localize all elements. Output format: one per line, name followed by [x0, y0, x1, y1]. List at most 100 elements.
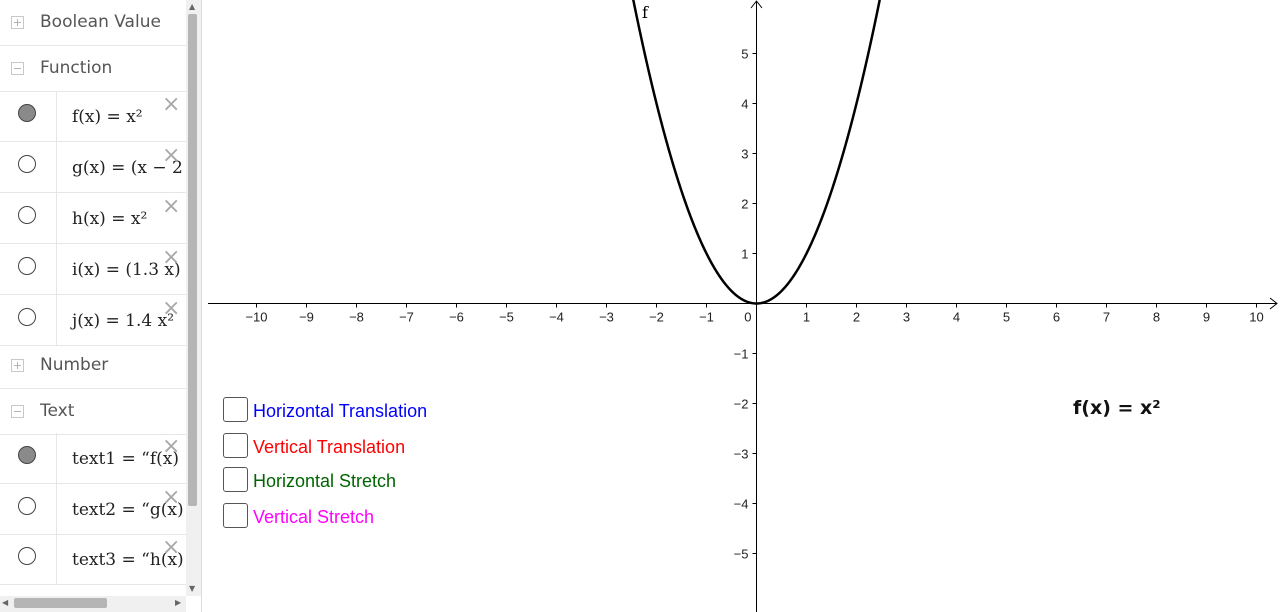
function-expression[interactable]: h(x) = x²	[72, 209, 148, 229]
y-tick-label: 2	[741, 197, 748, 212]
function-row-f[interactable]: f(x) = x² ×	[0, 91, 186, 142]
y-tick-label: 1	[741, 247, 748, 262]
function-expression[interactable]: f(x) = x²	[72, 107, 143, 127]
scroll-down-icon[interactable]: ▼	[189, 584, 196, 593]
collapse-icon[interactable]: −	[11, 62, 24, 75]
vertical-stretch-label[interactable]: Vertical Stretch	[253, 507, 375, 527]
y-tick-label: 5	[741, 47, 748, 62]
y-tick-label: −1	[734, 347, 749, 362]
x-tick-label: −1	[699, 310, 714, 325]
function-row-h[interactable]: h(x) = x² ×	[0, 193, 186, 244]
x-axis-arrow-icon	[1269, 297, 1278, 310]
vertical-scrollbar-thumb[interactable]	[188, 14, 197, 506]
group-label: Boolean Value	[40, 12, 161, 32]
visibility-cell	[0, 193, 57, 243]
visibility-cell	[0, 433, 57, 483]
x-tick-label: −7	[399, 310, 414, 325]
delete-icon[interactable]: ×	[162, 296, 181, 321]
collapse-icon[interactable]: −	[11, 405, 24, 418]
delete-icon[interactable]: ×	[162, 92, 181, 117]
visibility-toggle-icon[interactable]	[18, 206, 36, 224]
delete-icon[interactable]: ×	[162, 535, 181, 560]
horizontal-translation-checkbox[interactable]	[223, 397, 248, 422]
graphics-view[interactable]: −10 −9 −8 −7 −6 −5 −4 −3 −2 −1 0 1 2 3 4 5 6 7 8 9 10 54321−…	[208, 0, 1280, 612]
x-tick-label: −8	[349, 310, 364, 325]
text-expression[interactable]: text2 = “g(x)	[72, 500, 184, 520]
visibility-cell	[0, 142, 57, 192]
x-tick-label: 8	[1153, 310, 1160, 325]
y-tick-label: −4	[734, 497, 749, 512]
function-expression[interactable]: i(x) = (1.3 x)	[72, 260, 181, 280]
x-tick-label: 2	[853, 310, 860, 325]
formula-text[interactable]: f(x) = x²	[1073, 397, 1161, 419]
x-tick-label: −3	[599, 310, 614, 325]
group-label: Number	[40, 355, 109, 375]
function-f-curve[interactable]	[632, 0, 882, 305]
visibility-toggle-icon[interactable]	[18, 155, 36, 173]
vertical-translation-checkbox[interactable]	[223, 433, 248, 458]
vertical-stretch-checkbox[interactable]	[223, 503, 248, 528]
group-label: Text	[40, 401, 75, 421]
function-expression[interactable]: j(x) = 1.4 x²	[72, 311, 175, 331]
x-tick-label: −5	[499, 310, 514, 325]
x-tick-label: 10	[1249, 310, 1263, 325]
text-expression[interactable]: text1 = “f(x)	[72, 449, 180, 469]
group-function[interactable]: − Function	[0, 46, 186, 92]
function-expression[interactable]: g(x) = (x − 2	[72, 158, 183, 178]
scroll-right-icon[interactable]: ▶	[175, 598, 182, 607]
horizontal-stretch-label[interactable]: Horizontal Stretch	[253, 471, 397, 491]
y-tick-group: 5 4 3 2 1 −1 −2 −3 −4 −5	[734, 47, 757, 562]
x-tick-group: −10 −9 −8 −7 −6 −5 −4 −3 −2 −1 0 1 2 3 4 5 6 7 8 9 10	[245, 303, 1264, 325]
x-tick-label: −10	[245, 310, 267, 325]
y-tick-label: −5	[734, 547, 749, 562]
visibility-toggle-icon[interactable]	[18, 104, 36, 122]
delete-icon[interactable]: ×	[162, 143, 181, 168]
y-axis-arrow-icon	[750, 0, 763, 9]
x-tick-label: 6	[1053, 310, 1060, 325]
group-label: Function	[40, 58, 113, 78]
delete-icon[interactable]: ×	[162, 245, 181, 270]
group-number[interactable]: + Number	[0, 343, 186, 389]
horizontal-translation-label[interactable]: Horizontal Translation	[253, 401, 428, 421]
text-row-text3[interactable]: text3 = “h(x) ×	[0, 534, 186, 585]
x-tick-label: 0	[744, 310, 751, 325]
x-tick-label: 5	[1003, 310, 1010, 325]
curve-label: f	[642, 3, 649, 22]
delete-icon[interactable]: ×	[162, 434, 181, 459]
expand-icon[interactable]: +	[11, 16, 24, 29]
expand-icon[interactable]: +	[11, 359, 24, 372]
algebra-view: + Boolean Value − Function f(x) = x² × g…	[0, 0, 202, 612]
text-row-text1[interactable]: text1 = “f(x) ×	[0, 433, 186, 484]
group-boolean-value[interactable]: + Boolean Value	[0, 0, 186, 46]
text-expression[interactable]: text3 = “h(x)	[72, 550, 184, 570]
x-tick-label: 3	[903, 310, 910, 325]
visibility-toggle-icon[interactable]	[18, 547, 36, 565]
group-text[interactable]: − Text	[0, 389, 186, 435]
visibility-cell	[0, 244, 57, 294]
function-row-j[interactable]: j(x) = 1.4 x² ×	[0, 295, 186, 346]
visibility-toggle-icon[interactable]	[18, 308, 36, 326]
x-tick-label: 9	[1203, 310, 1210, 325]
text-row-text2[interactable]: text2 = “g(x) ×	[0, 484, 186, 535]
visibility-cell	[0, 484, 57, 534]
visibility-toggle-icon[interactable]	[18, 446, 36, 464]
visibility-toggle-icon[interactable]	[18, 497, 36, 515]
y-tick-label: −2	[734, 397, 749, 412]
horizontal-stretch-checkbox[interactable]	[223, 467, 248, 492]
y-tick-label: 3	[741, 147, 748, 162]
x-tick-label: −9	[299, 310, 314, 325]
horizontal-scrollbar-thumb[interactable]	[14, 598, 107, 608]
visibility-toggle-icon[interactable]	[18, 257, 36, 275]
scroll-left-icon[interactable]: ◀	[2, 598, 9, 607]
x-tick-label: 7	[1103, 310, 1110, 325]
scroll-up-icon[interactable]: ▲	[189, 2, 196, 11]
vertical-translation-label[interactable]: Vertical Translation	[253, 437, 406, 457]
function-row-g[interactable]: g(x) = (x − 2 ×	[0, 142, 186, 193]
visibility-cell	[0, 91, 57, 141]
delete-icon[interactable]: ×	[162, 194, 181, 219]
function-row-i[interactable]: i(x) = (1.3 x) ×	[0, 244, 186, 295]
x-tick-label: −4	[549, 310, 564, 325]
visibility-cell	[0, 295, 57, 345]
x-tick-label: −6	[449, 310, 464, 325]
delete-icon[interactable]: ×	[162, 485, 181, 510]
